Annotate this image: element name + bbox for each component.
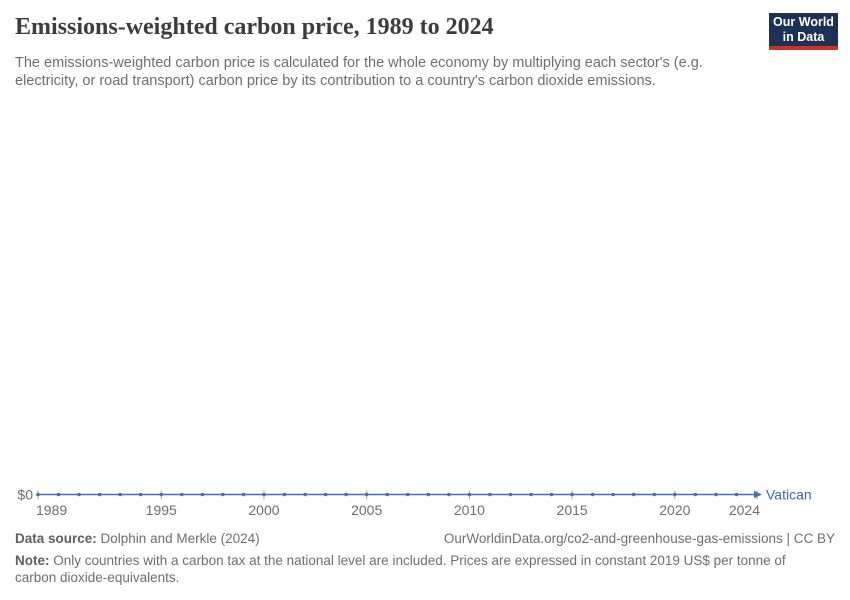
data-point-marker <box>488 492 492 497</box>
data-point-marker <box>447 492 451 497</box>
data-point-marker <box>693 492 698 497</box>
x-axis-tick-label: 2015 <box>557 502 588 518</box>
data-point-marker <box>529 492 533 497</box>
data-point-marker <box>200 492 205 497</box>
owid-logo[interactable]: Our World in Data <box>769 13 838 50</box>
footer-note: Note: Only countries with a carbon tax a… <box>15 552 827 586</box>
data-point-marker <box>262 492 266 497</box>
data-source-label: Data source: <box>15 531 97 546</box>
y-axis-tick-label: $0 <box>17 487 33 503</box>
data-point-marker <box>652 492 657 497</box>
data-source-value: Dolphin and Merkle (2024) <box>96 531 260 546</box>
data-point-marker <box>570 492 574 497</box>
chart-subtitle: The emissions-weighted carbon price is c… <box>15 55 703 89</box>
data-point-marker <box>467 492 472 497</box>
data-point-marker <box>611 492 615 497</box>
note-label: Note: <box>15 553 50 568</box>
data-point-marker <box>508 492 513 497</box>
data-point-marker <box>118 492 122 497</box>
x-axis-tick-label: 2024 <box>729 502 760 518</box>
data-point-marker <box>138 492 143 497</box>
entity-label-vatican[interactable]: Vatican <box>766 487 812 503</box>
data-point-marker <box>241 492 246 497</box>
footer-link[interactable]: OurWorldinData.org/co2-and-greenhouse-ga… <box>443 531 835 546</box>
owid-logo-line1: Our World <box>773 15 834 29</box>
footer-source-row: Data source: Dolphin and Merkle (2024) O… <box>15 531 835 546</box>
data-point-marker <box>590 492 595 497</box>
data-point-marker <box>303 492 307 497</box>
x-axis-tick-label: 2005 <box>351 502 382 518</box>
data-point-marker <box>673 492 677 497</box>
x-axis-tick-label: 1989 <box>36 502 67 518</box>
data-point-marker <box>405 492 410 497</box>
data-point-marker <box>56 492 61 497</box>
data-point-marker <box>97 492 102 497</box>
x-axis-tick-label: 2010 <box>454 502 485 518</box>
data-point-marker <box>426 492 431 497</box>
data-point-marker <box>36 492 40 497</box>
data-point-marker <box>364 492 369 497</box>
x-axis-tick-label: 2000 <box>248 502 279 518</box>
data-point-marker <box>549 492 554 497</box>
data-source: Data source: Dolphin and Merkle (2024) <box>15 531 260 546</box>
data-point-marker <box>344 492 348 497</box>
data-point-marker <box>631 492 636 497</box>
line-end-arrow-icon <box>754 490 762 499</box>
data-point-marker <box>77 492 81 497</box>
chart-title: Emissions-weighted carbon price, 1989 to… <box>15 14 494 40</box>
data-point-marker <box>734 492 739 497</box>
note-text: Only countries with a carbon tax at the … <box>15 553 786 585</box>
data-point-marker <box>714 492 718 497</box>
owid-logo-line2: in Data <box>782 30 825 44</box>
data-point-marker <box>221 492 225 497</box>
data-point-marker <box>385 492 390 497</box>
x-axis-tick-label: 1995 <box>146 502 177 518</box>
data-point-marker <box>282 492 287 497</box>
data-point-marker <box>180 492 184 497</box>
data-point-marker <box>323 492 328 497</box>
x-axis-tick-label: 2020 <box>659 502 690 518</box>
data-point-marker <box>159 492 164 497</box>
